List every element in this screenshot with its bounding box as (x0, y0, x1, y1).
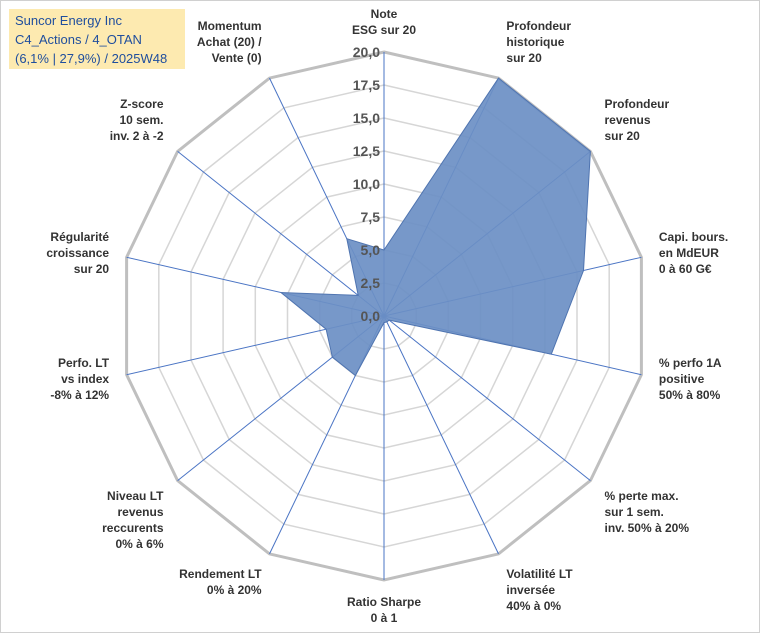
axis-spoke (177, 151, 385, 317)
tick-label: 7,5 (361, 209, 381, 225)
axis-label: Note ESG sur 20 (352, 7, 416, 37)
axis-label: Niveau LT revenus reccurents 0% à 6% (102, 489, 164, 551)
axis-label: Profondeur historique sur 20 (506, 19, 571, 65)
axis-label: Perfo. LT vs index -8% à 12% (50, 356, 109, 402)
tick-label: 10,0 (353, 176, 380, 192)
axis-label: Régularité croissance sur 20 (46, 230, 109, 276)
axis-label: Volatilité LT inversée 40% à 0% (506, 567, 573, 613)
axis-label: Capi. bours. en MdEUR 0 à 60 G€ (659, 230, 728, 276)
axis-label: Z-score 10 sem. inv. 2 à -2 (110, 97, 164, 143)
axis-label: Ratio Sharpe 0 à 1 (347, 595, 421, 625)
tick-label: 2,5 (361, 275, 381, 291)
company-name: Suncor Energy Inc (15, 13, 122, 28)
tick-label: 12,5 (353, 143, 380, 159)
tick-label: 0,0 (361, 308, 381, 324)
axis-spoke (383, 315, 499, 555)
series-area (279, 77, 591, 377)
axis-label: Rendement LT 0% à 20% (179, 567, 262, 597)
axis-spoke (383, 315, 591, 481)
portfolio-category: C4_Actions / 4_OTAN (15, 32, 142, 47)
tick-label: 5,0 (361, 242, 381, 258)
tick-label: 20,0 (353, 44, 380, 60)
performance-week: (6,1% | 27,9%) / 2025W48 (15, 51, 168, 66)
axis-label: % perte max. sur 1 sem. inv. 50% à 20% (605, 489, 690, 535)
tick-label: 17,5 (353, 77, 380, 93)
axis-label: Momentum Achat (20) / Vente (0) (197, 19, 262, 65)
tick-label: 15,0 (353, 110, 380, 126)
axis-label: % perfo 1A positive 50% à 80% (659, 356, 722, 402)
chart-title-box: Suncor Energy Inc C4_Actions / 4_OTAN (6… (9, 9, 185, 69)
axis-label: Profondeur revenus sur 20 (605, 97, 670, 143)
